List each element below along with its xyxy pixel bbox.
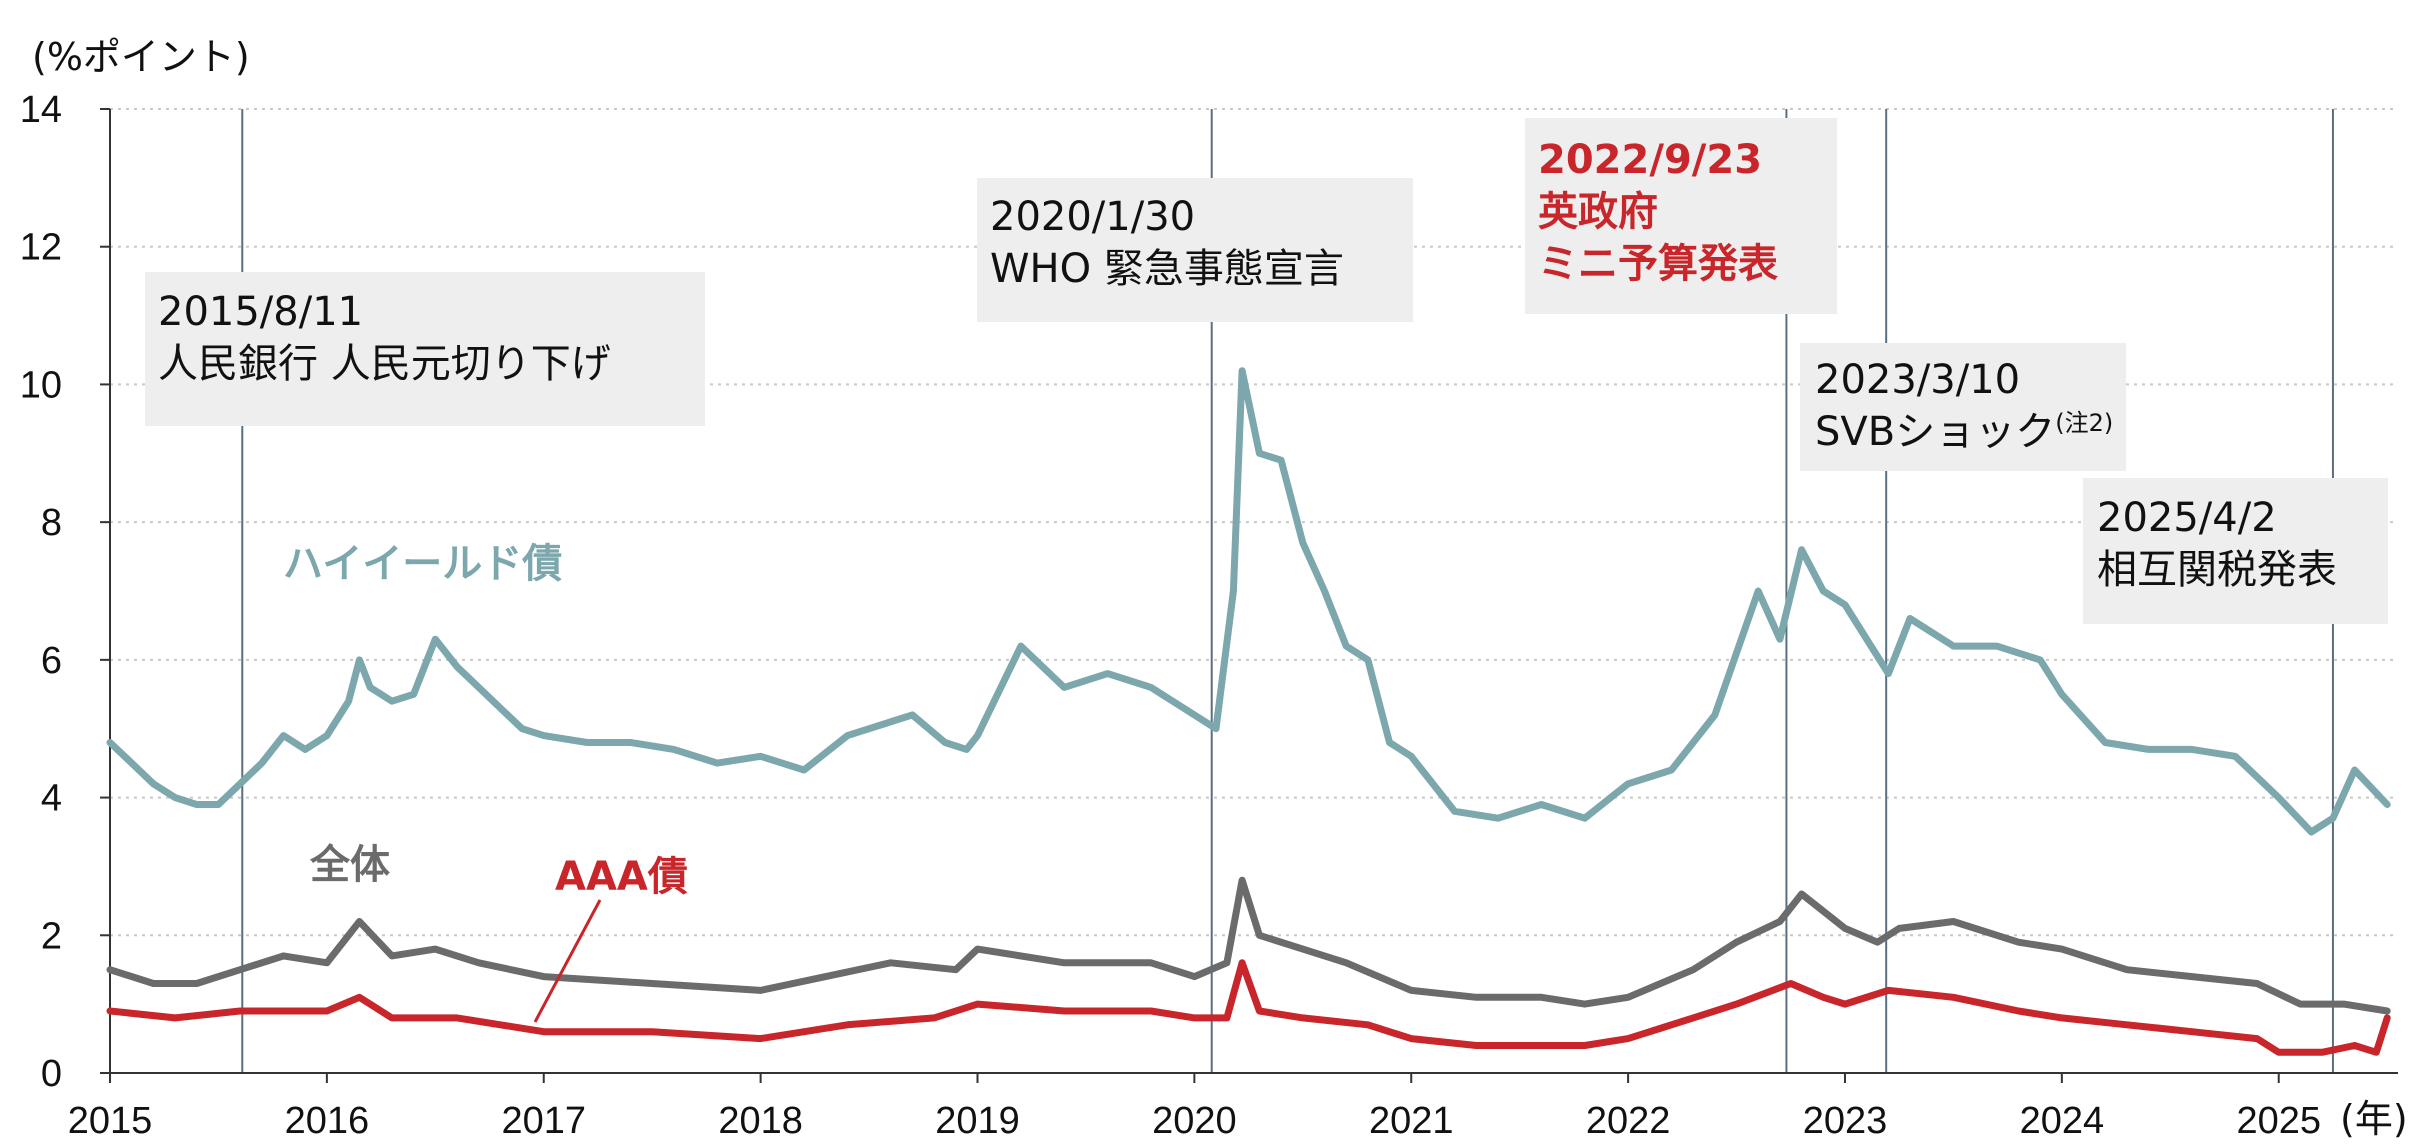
y-tick-label: 4 <box>41 778 62 820</box>
series-label: AAA債 <box>555 854 688 900</box>
x-tick-label: 2016 <box>285 1100 370 1142</box>
series-label: ハイイールド債 <box>283 541 562 587</box>
annotation-text: 2020/1/30 <box>990 194 1195 240</box>
series-label: 全体 <box>309 842 390 888</box>
series-line-aaa <box>106 959 2391 1056</box>
x-tick-label: 2018 <box>718 1100 803 1142</box>
x-unit-label: (年) <box>2340 1097 2408 1141</box>
series-line-overall <box>106 876 2391 1015</box>
annotation-text: 2023/3/10 <box>1815 357 2020 403</box>
x-tick-label: 2022 <box>1586 1100 1671 1142</box>
annotation-box <box>1800 343 2126 471</box>
annotation-text: 2025/4/2 <box>2097 495 2277 541</box>
annotations: 2015/8/11 人民銀行 人民元切り下げ 2020/1/30 WHO 緊急事態宣言… <box>145 118 2388 624</box>
series-line-high_yield <box>106 367 2391 836</box>
x-tick-label: 2019 <box>935 1100 1020 1142</box>
annotation-text: 2015/8/11 <box>158 289 363 335</box>
annotation-box <box>977 178 1413 322</box>
y-tick-label: 6 <box>41 640 62 682</box>
y-tick-label: 14 <box>20 89 62 131</box>
annotation-text: 相互関税発表 <box>2097 547 2337 593</box>
y-tick-label: 10 <box>20 364 62 406</box>
annotation-box <box>2083 478 2388 624</box>
series-lines <box>106 367 2391 1056</box>
annotation-text: ミニ予算発表 <box>1538 241 1778 287</box>
annotation-text: 人民銀行 人民元切り下げ <box>158 341 611 387</box>
y-tick-label: 12 <box>20 227 62 269</box>
x-tick-label: 2017 <box>501 1100 586 1142</box>
x-tick-label: 2025 <box>2236 1100 2321 1142</box>
axes: 0 2 4 6 8 10 12 14 2015 2016 2017 2018 2019 2020 2021 2… <box>20 89 2398 1142</box>
annotation-superscript: (注2) <box>2055 409 2113 437</box>
annotation-text: 英政府 <box>1538 189 1658 235</box>
x-tick-label: 2024 <box>2020 1100 2105 1142</box>
x-tick-label: 2023 <box>1803 1100 1888 1142</box>
annotation-box <box>145 272 705 426</box>
x-tick-label: 2021 <box>1369 1100 1454 1142</box>
x-tick-label: 2020 <box>1152 1100 1237 1142</box>
annotation-box <box>1525 118 1837 314</box>
aaa-leader-line <box>533 899 602 1023</box>
y-tick-label: 2 <box>41 915 62 957</box>
annotation-text: WHO 緊急事態宣言 <box>990 246 1344 292</box>
annotation-text: SVBショック(注2) <box>1815 409 2113 455</box>
y-tick-label: 0 <box>41 1053 62 1095</box>
annotation-text: 2022/9/23 <box>1538 137 1762 183</box>
y-unit-label: (%ポイント) <box>32 35 250 79</box>
x-tick-label: 2015 <box>68 1100 153 1142</box>
y-tick-label: 8 <box>41 502 62 544</box>
